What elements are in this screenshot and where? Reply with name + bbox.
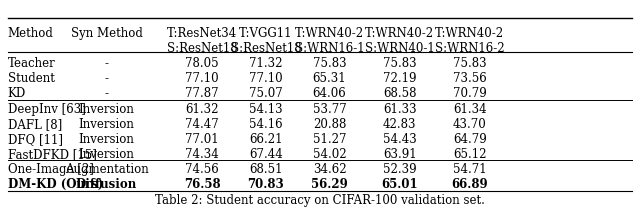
Text: 20.88: 20.88 (313, 118, 346, 131)
Text: Inversion: Inversion (79, 133, 134, 146)
Text: 65.31: 65.31 (313, 72, 346, 85)
Text: T:VGG11
S:ResNet18: T:VGG11 S:ResNet18 (230, 27, 301, 55)
Text: 75.07: 75.07 (249, 87, 283, 100)
Text: 68.58: 68.58 (383, 87, 417, 100)
Text: 63.91: 63.91 (383, 148, 417, 161)
Text: 61.34: 61.34 (453, 102, 486, 115)
Text: Augmentation: Augmentation (65, 163, 148, 176)
Text: 53.77: 53.77 (313, 102, 346, 115)
Text: 66.89: 66.89 (451, 178, 488, 191)
Text: 67.44: 67.44 (249, 148, 283, 161)
Text: 74.34: 74.34 (185, 148, 219, 161)
Text: Method: Method (8, 27, 54, 40)
Text: T:WRN40-2
S:WRN40-1: T:WRN40-2 S:WRN40-1 (365, 27, 435, 55)
Text: 61.32: 61.32 (186, 102, 219, 115)
Text: 74.56: 74.56 (185, 163, 219, 176)
Text: Student: Student (8, 72, 54, 85)
Text: 77.10: 77.10 (249, 72, 283, 85)
Text: Syn Method: Syn Method (70, 27, 143, 40)
Text: Diffusion: Diffusion (76, 178, 137, 191)
Text: One-Image [2]: One-Image [2] (8, 163, 93, 176)
Text: DFQ [11]: DFQ [11] (8, 133, 63, 146)
Text: 74.47: 74.47 (185, 118, 219, 131)
Text: 54.13: 54.13 (249, 102, 283, 115)
Text: T:WRN40-2
S:WRN16-1: T:WRN40-2 S:WRN16-1 (295, 27, 364, 55)
Text: FastDFKD [15]: FastDFKD [15] (8, 148, 97, 161)
Text: 75.83: 75.83 (383, 57, 417, 70)
Text: 77.01: 77.01 (186, 133, 219, 146)
Text: 61.33: 61.33 (383, 102, 417, 115)
Text: 77.10: 77.10 (186, 72, 219, 85)
Text: 54.02: 54.02 (313, 148, 346, 161)
Text: 56.29: 56.29 (311, 178, 348, 191)
Text: 71.32: 71.32 (249, 57, 283, 70)
Text: DeepInv [63]: DeepInv [63] (8, 102, 86, 115)
Text: 64.79: 64.79 (453, 133, 486, 146)
Text: -: - (104, 72, 109, 85)
Text: DM-KD (Ours): DM-KD (Ours) (8, 178, 103, 191)
Text: T:WRN40-2
S:WRN16-2: T:WRN40-2 S:WRN16-2 (435, 27, 504, 55)
Text: DAFL [8]: DAFL [8] (8, 118, 62, 131)
Text: 76.58: 76.58 (184, 178, 220, 191)
Text: 64.06: 64.06 (313, 87, 346, 100)
Text: 54.43: 54.43 (383, 133, 417, 146)
Text: -: - (104, 87, 109, 100)
Text: Inversion: Inversion (79, 148, 134, 161)
Text: 42.83: 42.83 (383, 118, 417, 131)
Text: 68.51: 68.51 (249, 163, 283, 176)
Text: Teacher: Teacher (8, 57, 56, 70)
Text: T:ResNet34
S:ResNet18: T:ResNet34 S:ResNet18 (167, 27, 237, 55)
Text: 78.05: 78.05 (186, 57, 219, 70)
Text: 70.79: 70.79 (453, 87, 486, 100)
Text: 65.01: 65.01 (381, 178, 418, 191)
Text: 34.62: 34.62 (313, 163, 346, 176)
Text: 75.83: 75.83 (313, 57, 346, 70)
Text: 54.71: 54.71 (453, 163, 486, 176)
Text: 66.21: 66.21 (249, 133, 283, 146)
Text: KD: KD (8, 87, 26, 100)
Text: 72.19: 72.19 (383, 72, 417, 85)
Text: Table 2: Student accuracy on CIFAR-100 validation set.: Table 2: Student accuracy on CIFAR-100 v… (155, 194, 485, 207)
Text: Inversion: Inversion (79, 118, 134, 131)
Text: 77.87: 77.87 (186, 87, 219, 100)
Text: 43.70: 43.70 (453, 118, 486, 131)
Text: 70.83: 70.83 (248, 178, 284, 191)
Text: 52.39: 52.39 (383, 163, 417, 176)
Text: 75.83: 75.83 (453, 57, 486, 70)
Text: -: - (104, 57, 109, 70)
Text: Inversion: Inversion (79, 102, 134, 115)
Text: 54.16: 54.16 (249, 118, 283, 131)
Text: 51.27: 51.27 (313, 133, 346, 146)
Text: 73.56: 73.56 (453, 72, 486, 85)
Text: 65.12: 65.12 (453, 148, 486, 161)
